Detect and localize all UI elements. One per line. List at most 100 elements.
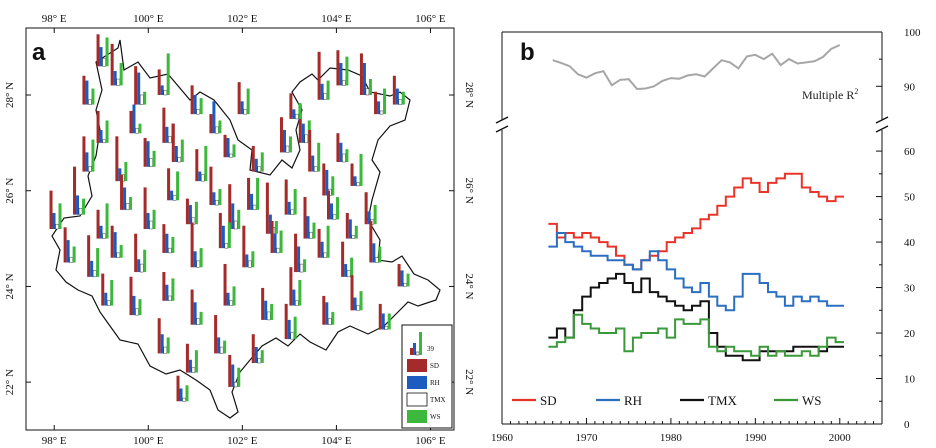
station-bar-tmx xyxy=(295,113,299,120)
station-bar-rh xyxy=(170,190,174,201)
station-bar-ws xyxy=(331,176,335,196)
station-bar-rh xyxy=(146,141,150,167)
legend-label: TMX xyxy=(708,393,738,408)
station-bar-tmx xyxy=(285,145,290,153)
map-xtick-label-top: 104° E xyxy=(321,13,352,25)
station-bar-tmx xyxy=(163,346,167,354)
y-tick-label-lower: 30 xyxy=(904,283,916,295)
station-bar-rh xyxy=(99,47,103,67)
station-bar-ws xyxy=(105,37,109,67)
station-glyph xyxy=(322,295,335,325)
station-bar-rh xyxy=(231,364,235,387)
station-bar-tmx xyxy=(379,110,384,115)
station-glyph xyxy=(308,129,321,172)
station-bar-sd xyxy=(270,220,274,253)
station-bar-sd xyxy=(195,149,199,182)
station-bar-sd xyxy=(185,343,189,373)
station-bar-rh xyxy=(188,205,192,225)
station-bar-rh xyxy=(226,292,230,306)
province-outline xyxy=(51,39,441,419)
station-bar-sd xyxy=(223,134,227,158)
station-bar-ws xyxy=(378,246,382,263)
station-bar-tmx xyxy=(295,300,299,306)
station-glyph xyxy=(261,287,274,321)
legend-swatch-ws xyxy=(407,410,427,423)
station-bar-ws xyxy=(345,149,349,162)
station-bar-ws xyxy=(204,145,208,182)
station-glyph xyxy=(162,224,175,254)
station-bar-tmx xyxy=(168,136,172,144)
y-tick-label-upper: 90 xyxy=(904,81,916,93)
station-bar-rh xyxy=(320,241,324,258)
station-bar-ws xyxy=(350,257,354,277)
station-glyph xyxy=(317,51,330,100)
station-bar-rh xyxy=(85,152,89,172)
station-bar-sd xyxy=(167,168,171,201)
station-bar-tmx xyxy=(149,158,153,167)
station-bar-rh xyxy=(330,203,334,220)
map-xtick-label-top: 100° E xyxy=(133,13,164,25)
station-bar-tmx xyxy=(196,318,200,325)
station-bar-rh xyxy=(339,142,343,162)
station-bar-ws xyxy=(293,189,297,215)
station-glyph xyxy=(237,82,250,115)
station-bar-sd xyxy=(162,271,166,301)
station-bar-sd xyxy=(82,75,86,105)
legend-label-sd: SD xyxy=(430,362,439,370)
lower-series xyxy=(548,172,844,362)
station-bar-sd xyxy=(392,75,396,105)
station-bar-sd xyxy=(209,166,213,206)
map-xtick-label-bottom: 106° E xyxy=(415,435,446,447)
station-bar-tmx xyxy=(375,257,379,263)
station-glyph xyxy=(369,220,382,263)
map-ytick-label-left: 28° N xyxy=(4,82,16,108)
station-glyph xyxy=(251,145,264,172)
station-bar-ws xyxy=(312,222,316,239)
station-bar-ws xyxy=(260,350,264,363)
station-bar-rh xyxy=(325,169,329,196)
station-bar-rh xyxy=(132,295,136,316)
station-glyph xyxy=(110,225,123,258)
station-bar-ws xyxy=(406,273,410,287)
station-bar-rh xyxy=(381,313,385,330)
station-bar-rh xyxy=(193,94,197,115)
station-bar-rh xyxy=(254,158,258,172)
station-bar-sd xyxy=(185,198,189,225)
station-bar-sd xyxy=(350,275,354,311)
map-ytick-label-left: 24° N xyxy=(4,273,16,299)
station-bar-sd xyxy=(308,129,312,172)
station-bar-rh xyxy=(254,347,258,363)
station-bar-rh xyxy=(90,260,94,277)
station-bar-rh xyxy=(85,80,89,105)
station-bar-rh xyxy=(264,300,268,320)
station-bar-rh xyxy=(198,171,202,182)
station-glyph xyxy=(247,177,260,211)
station-bar-tmx xyxy=(177,156,182,163)
axis-break-left xyxy=(495,116,509,133)
station-bar-tmx xyxy=(88,99,92,105)
station-bar-rh xyxy=(174,146,178,162)
station-glyph xyxy=(49,190,62,230)
station-bar-tmx xyxy=(191,367,196,373)
station-bar-rh xyxy=(395,88,399,105)
station-bar-sd xyxy=(247,177,251,210)
station-bar-ws xyxy=(194,201,198,225)
station-bar-sd xyxy=(129,276,133,316)
station-glyph xyxy=(218,212,231,249)
station-bar-tmx xyxy=(365,88,370,96)
station-bar-rh xyxy=(193,251,197,268)
station-glyph xyxy=(289,93,302,120)
station-bar-sd xyxy=(336,50,340,86)
station-glyph xyxy=(223,134,236,158)
legend-label: SD xyxy=(540,393,557,408)
station-bar-ws xyxy=(260,152,264,172)
x-tick-label: 1980 xyxy=(660,432,683,444)
station-bar-rh xyxy=(268,214,272,234)
station-bar-sd xyxy=(134,233,138,273)
station-bar-sd xyxy=(374,91,378,115)
station-bar-sd xyxy=(350,163,354,186)
station-bar-tmx xyxy=(102,58,106,67)
station-bar-rh xyxy=(348,219,352,239)
station-bar-ws xyxy=(96,248,100,277)
station-glyph xyxy=(378,303,391,330)
